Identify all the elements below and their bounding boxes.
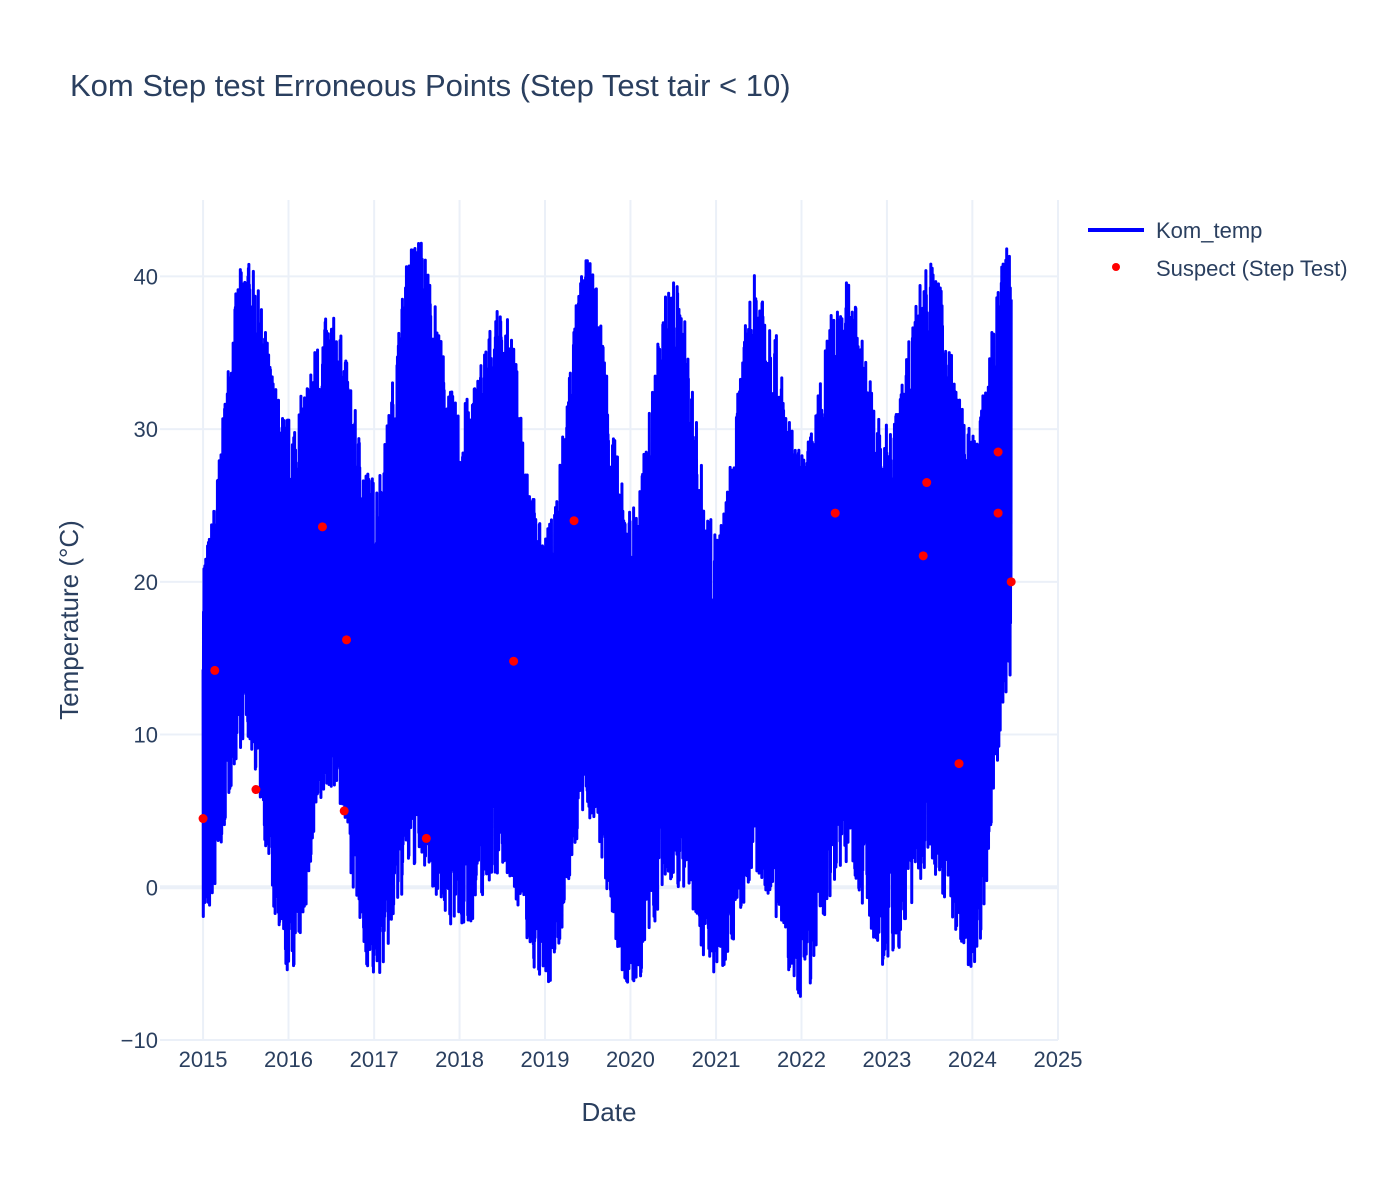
legend-item-kom-temp[interactable]: Kom_temp <box>1088 218 1262 243</box>
suspect-point[interactable] <box>918 551 928 561</box>
x-tick-label: 2016 <box>264 1047 313 1072</box>
suspect-point[interactable] <box>1006 577 1016 587</box>
suspect-point[interactable] <box>198 814 208 824</box>
suspect-point[interactable] <box>342 635 352 645</box>
y-tick-label: 30 <box>134 417 158 442</box>
x-tick-label: 2017 <box>350 1047 399 1072</box>
suspect-point[interactable] <box>210 665 220 675</box>
legend-dot-swatch <box>1112 263 1120 271</box>
suspect-point[interactable] <box>339 806 349 816</box>
x-tick-labels: 2015 2016 2017 2018 2019 2020 2021 2022 2023 2024… <box>179 1047 1083 1072</box>
x-tick-label: 2022 <box>777 1047 826 1072</box>
y-tick-label: 20 <box>134 570 158 595</box>
legend-label-suspect: Suspect (Step Test) <box>1156 256 1348 281</box>
suspect-point[interactable] <box>993 508 1003 518</box>
suspect-point[interactable] <box>509 656 519 666</box>
suspect-point[interactable] <box>954 759 964 769</box>
x-tick-label: 2024 <box>948 1047 997 1072</box>
x-tick-label: 2023 <box>862 1047 911 1072</box>
x-tick-label: 2021 <box>692 1047 741 1072</box>
series-suspect-points <box>198 447 1016 843</box>
x-axis-title: Date <box>582 1097 637 1127</box>
suspect-point[interactable] <box>421 833 431 843</box>
suspect-point[interactable] <box>317 522 327 532</box>
y-tick-label: −10 <box>121 1028 158 1053</box>
suspect-point[interactable] <box>922 478 932 488</box>
legend-item-suspect[interactable]: Suspect (Step Test) <box>1112 256 1348 281</box>
suspect-point[interactable] <box>830 508 840 518</box>
legend-label-kom-temp: Kom_temp <box>1156 218 1262 243</box>
suspect-point[interactable] <box>993 447 1003 457</box>
kom-temp-line <box>201 241 1013 998</box>
suspect-point[interactable] <box>251 785 261 795</box>
legend[interactable]: Kom_temp Suspect (Step Test) <box>1088 218 1348 281</box>
x-tick-label: 2015 <box>179 1047 228 1072</box>
y-tick-labels: −10 0 10 20 30 40 <box>121 264 158 1053</box>
y-tick-label: 0 <box>146 875 158 900</box>
x-tick-label: 2019 <box>521 1047 570 1072</box>
x-tick-label: 2018 <box>435 1047 484 1072</box>
x-tick-label: 2020 <box>606 1047 655 1072</box>
y-tick-label: 40 <box>134 264 158 289</box>
y-tick-label: 10 <box>134 723 158 748</box>
chart-title: Kom Step test Erroneous Points (Step Tes… <box>70 68 791 103</box>
series-kom-temp <box>201 241 1013 998</box>
x-tick-label: 2025 <box>1034 1047 1083 1072</box>
suspect-point[interactable] <box>569 516 579 526</box>
y-axis-title: Temperature (°C) <box>54 520 84 720</box>
